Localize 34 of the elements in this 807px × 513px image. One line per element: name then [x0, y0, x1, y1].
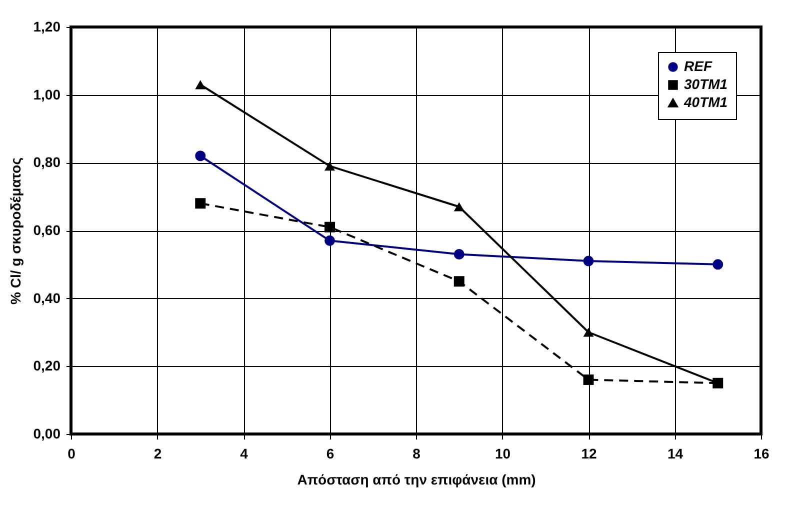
y-tick-label: 0,40	[33, 290, 61, 306]
x-tick-label: 14	[667, 446, 684, 462]
x-tick-label: 8	[412, 446, 421, 462]
legend-label: REF	[684, 58, 712, 74]
point	[324, 162, 335, 171]
x-tick-label: 4	[240, 446, 248, 462]
x-tick-label: 10	[494, 446, 511, 462]
point	[195, 150, 206, 162]
point	[454, 276, 464, 287]
point	[583, 328, 594, 337]
legend-label: 30TM1	[684, 76, 728, 92]
legend-label: 40TM1	[683, 94, 728, 110]
y-tick-label: 0,20	[33, 358, 61, 374]
point	[583, 374, 594, 385]
y-tick-label: 0,80	[33, 154, 61, 170]
y-tick-label: 1,00	[33, 86, 61, 102]
x-axis-title: Απόσταση από την επιφάνεια (mm)	[297, 472, 536, 488]
y-tick-label: 0,60	[33, 222, 61, 238]
point	[324, 222, 335, 232]
y-axis-title: % Cl/ g σκυροδέματος	[7, 158, 24, 304]
point	[195, 80, 206, 90]
point	[324, 235, 335, 246]
point	[195, 198, 206, 209]
point	[583, 256, 594, 266]
x-tick-label: 12	[581, 446, 597, 462]
x-tick-label: 0	[68, 446, 76, 462]
x-tick-label: 2	[154, 446, 162, 462]
point	[454, 202, 464, 212]
x-tick-label: 6	[326, 446, 334, 462]
y-tick-label: 0,00	[33, 426, 61, 442]
point	[454, 249, 464, 260]
y-tick-label: 1,20	[33, 18, 61, 34]
x-tick-label: 16	[754, 446, 770, 462]
point	[712, 259, 724, 270]
